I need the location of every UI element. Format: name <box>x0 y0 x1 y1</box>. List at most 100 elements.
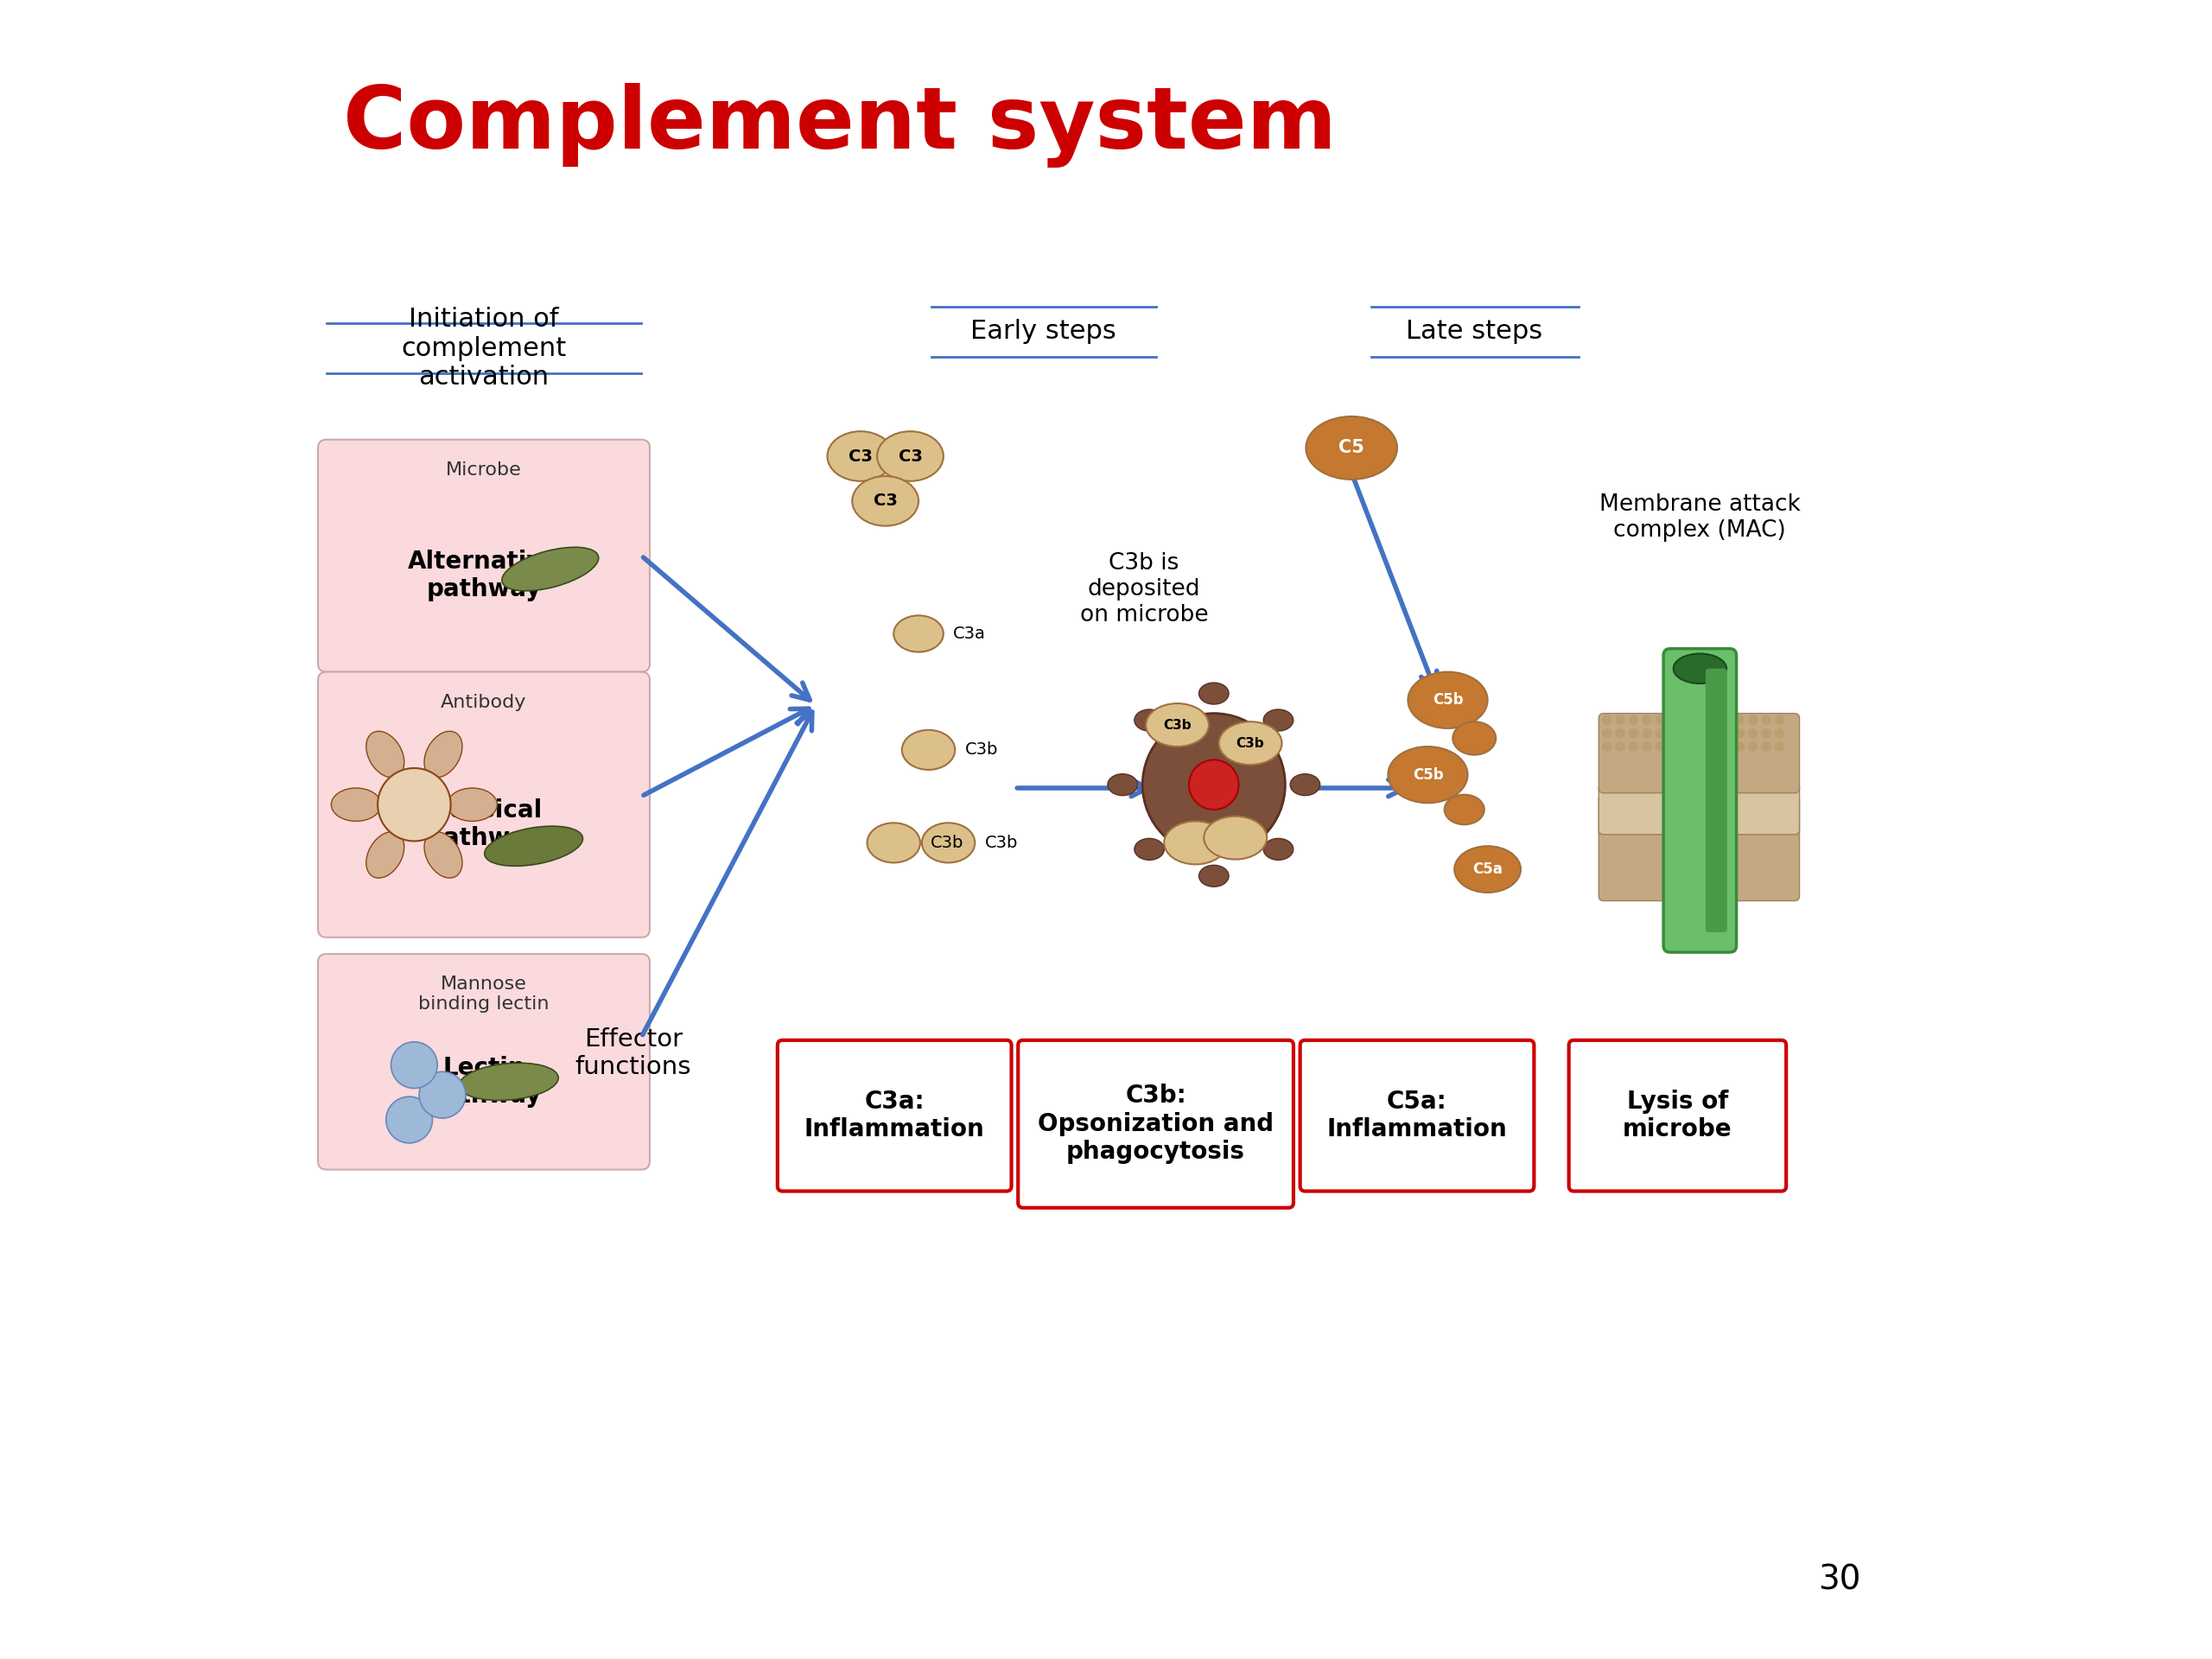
FancyBboxPatch shape <box>1599 795 1801 901</box>
Text: C5b: C5b <box>1433 692 1462 708</box>
Circle shape <box>1601 728 1613 738</box>
Circle shape <box>1641 715 1652 725</box>
FancyBboxPatch shape <box>1663 649 1736 952</box>
Circle shape <box>1628 742 1639 752</box>
Text: 30: 30 <box>1818 1563 1860 1596</box>
Ellipse shape <box>1135 838 1164 859</box>
FancyBboxPatch shape <box>1599 783 1801 834</box>
Circle shape <box>1655 728 1666 738</box>
Circle shape <box>1774 742 1785 752</box>
Circle shape <box>1668 715 1679 725</box>
Circle shape <box>1694 715 1705 725</box>
Circle shape <box>1761 728 1772 738</box>
Ellipse shape <box>425 831 462 878</box>
Circle shape <box>1774 728 1785 738</box>
Text: Initiation of
complement
activation: Initiation of complement activation <box>400 307 566 390</box>
Circle shape <box>1747 742 1759 752</box>
FancyBboxPatch shape <box>1705 669 1728 932</box>
Text: C3b: C3b <box>931 834 962 851</box>
Circle shape <box>1655 742 1666 752</box>
Circle shape <box>1628 728 1639 738</box>
Ellipse shape <box>827 431 894 481</box>
Ellipse shape <box>902 730 956 770</box>
Circle shape <box>1641 728 1652 738</box>
Ellipse shape <box>425 732 462 778</box>
Circle shape <box>1721 715 1732 725</box>
Circle shape <box>1721 728 1732 738</box>
Text: C5: C5 <box>1338 440 1365 456</box>
Ellipse shape <box>1108 773 1137 796</box>
Circle shape <box>1668 728 1679 738</box>
Ellipse shape <box>894 615 945 652</box>
Circle shape <box>1774 715 1785 725</box>
Ellipse shape <box>1203 816 1267 859</box>
Text: C3a:
Inflammation: C3a: Inflammation <box>805 1090 984 1141</box>
Text: C5a: C5a <box>1473 861 1502 878</box>
Circle shape <box>1708 728 1719 738</box>
Text: C5b: C5b <box>1413 766 1442 783</box>
Circle shape <box>1694 728 1705 738</box>
Circle shape <box>1681 715 1692 725</box>
Circle shape <box>1615 728 1626 738</box>
Circle shape <box>1734 715 1745 725</box>
Circle shape <box>1615 742 1626 752</box>
Ellipse shape <box>1219 722 1283 765</box>
Text: Antibody: Antibody <box>440 693 526 710</box>
Ellipse shape <box>1290 773 1321 796</box>
Ellipse shape <box>867 823 920 863</box>
Ellipse shape <box>367 831 405 878</box>
Circle shape <box>387 1097 434 1143</box>
Text: Lectin
pathway: Lectin pathway <box>427 1055 542 1108</box>
Text: Membrane attack
complex (MAC): Membrane attack complex (MAC) <box>1599 493 1801 542</box>
Text: C3: C3 <box>898 448 922 465</box>
Circle shape <box>1668 742 1679 752</box>
Ellipse shape <box>1146 703 1210 747</box>
Text: Classical
pathway: Classical pathway <box>425 798 542 851</box>
FancyBboxPatch shape <box>1599 713 1801 793</box>
Text: C3b: C3b <box>984 834 1018 851</box>
Circle shape <box>1681 728 1692 738</box>
Ellipse shape <box>878 431 945 481</box>
Text: Complement system: Complement system <box>343 83 1336 168</box>
Ellipse shape <box>1453 722 1495 755</box>
Ellipse shape <box>1455 846 1522 893</box>
Circle shape <box>1747 715 1759 725</box>
Ellipse shape <box>1199 684 1230 703</box>
FancyBboxPatch shape <box>319 954 650 1170</box>
Text: C3b is
deposited
on microbe: C3b is deposited on microbe <box>1079 552 1208 625</box>
Circle shape <box>1761 715 1772 725</box>
Text: C3b:
Opsonization and
phagocytosis: C3b: Opsonization and phagocytosis <box>1037 1083 1274 1165</box>
Circle shape <box>1641 742 1652 752</box>
Text: Microbe: Microbe <box>447 461 522 478</box>
Circle shape <box>1708 715 1719 725</box>
Text: C3b: C3b <box>964 742 998 758</box>
Circle shape <box>392 1042 438 1088</box>
Circle shape <box>1655 715 1666 725</box>
FancyBboxPatch shape <box>779 1040 1011 1191</box>
FancyBboxPatch shape <box>1018 1040 1294 1208</box>
Text: Alternative
pathway: Alternative pathway <box>407 549 560 602</box>
Ellipse shape <box>1263 710 1294 732</box>
Ellipse shape <box>484 826 582 866</box>
Circle shape <box>378 768 451 841</box>
Circle shape <box>420 1072 467 1118</box>
Circle shape <box>1761 742 1772 752</box>
Text: Effector
functions: Effector functions <box>575 1027 692 1080</box>
Ellipse shape <box>1444 795 1484 825</box>
Text: C3b: C3b <box>1164 718 1192 732</box>
Text: C3: C3 <box>874 493 898 509</box>
Circle shape <box>1615 715 1626 725</box>
Circle shape <box>1601 715 1613 725</box>
FancyBboxPatch shape <box>1568 1040 1787 1191</box>
Text: C3a: C3a <box>953 625 987 642</box>
FancyBboxPatch shape <box>319 672 650 937</box>
Ellipse shape <box>1672 654 1725 684</box>
Text: Lysis of
microbe: Lysis of microbe <box>1624 1090 1732 1141</box>
Ellipse shape <box>460 1063 557 1100</box>
Circle shape <box>1144 713 1285 856</box>
FancyBboxPatch shape <box>319 440 650 672</box>
Circle shape <box>1721 742 1732 752</box>
Circle shape <box>1681 742 1692 752</box>
Ellipse shape <box>502 547 599 591</box>
Text: Early steps: Early steps <box>971 319 1115 345</box>
